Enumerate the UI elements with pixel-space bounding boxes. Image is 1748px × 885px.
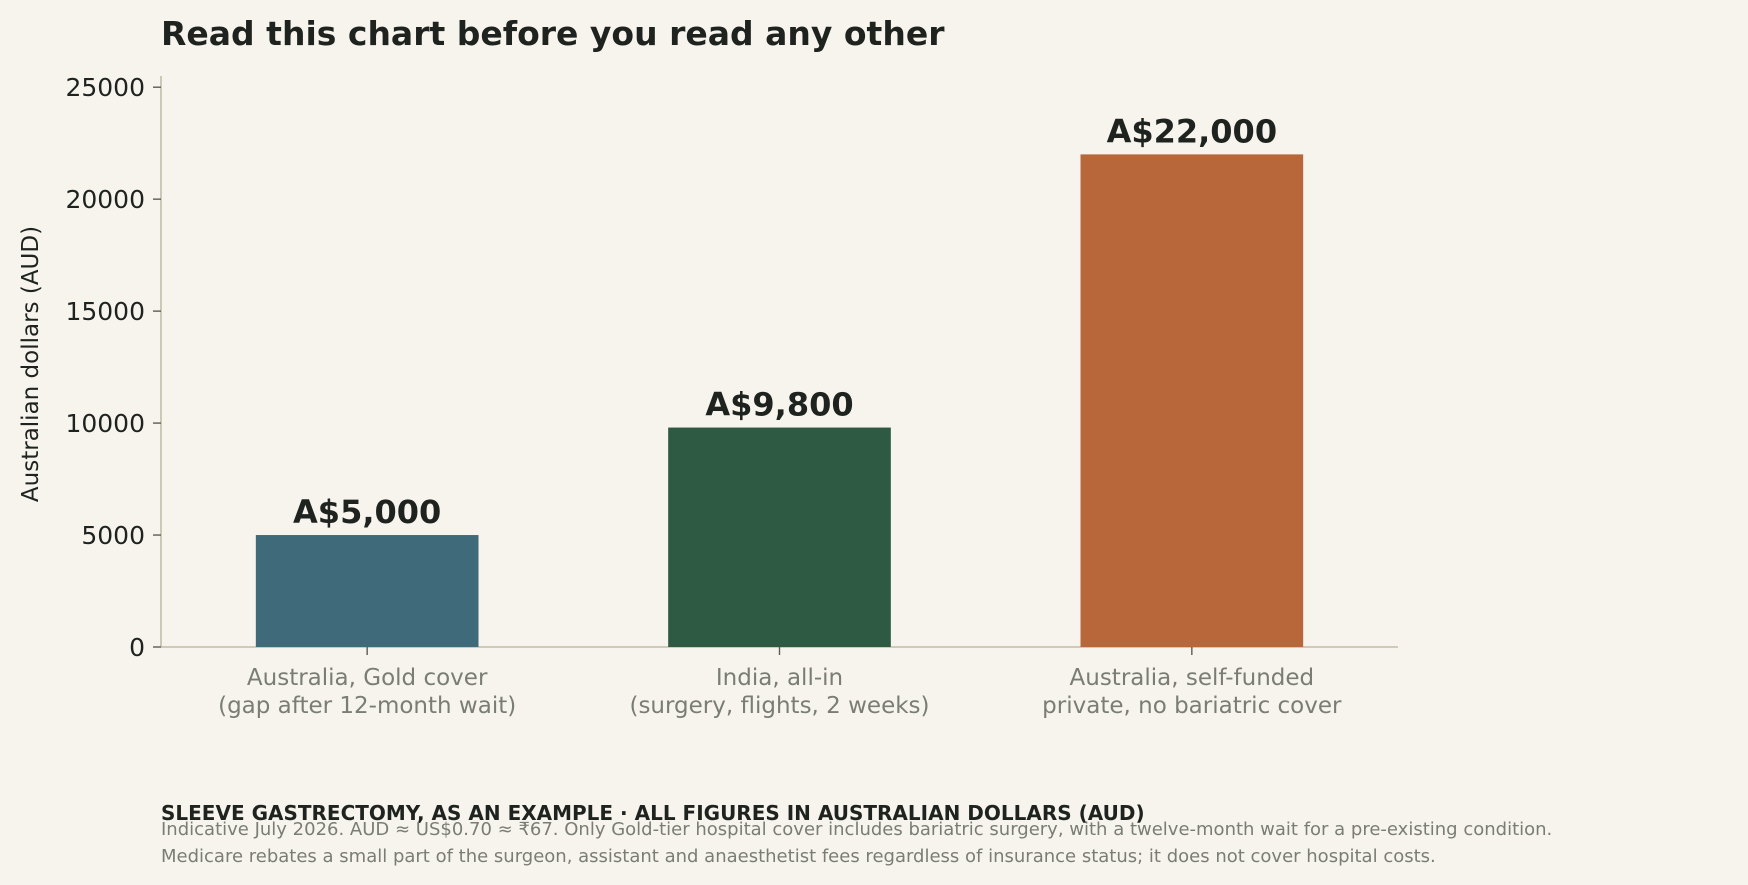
y-tick-label: 20000: [65, 185, 145, 214]
y-tick-label: 25000: [65, 73, 145, 102]
bar: [255, 535, 479, 647]
x-tick-label: (surgery, flights, 2 weeks): [629, 693, 929, 719]
y-axis-label: Australian dollars (AUD): [18, 226, 44, 502]
bar: [668, 427, 891, 647]
footer: SLEEVE GASTRECTOMY, AS AN EXAMPLE · ALL …: [161, 801, 1552, 867]
bar-value-label: A$9,800: [705, 386, 853, 424]
footer-note-1: Indicative July 2026. AUD ≈ US$0.70 ≈ ₹6…: [161, 819, 1552, 840]
chart-title: Read this chart before you read any othe…: [161, 14, 945, 53]
x-tick-label: India, all-in: [716, 665, 843, 691]
footer-note-2: Medicare rebates a small part of the sur…: [161, 846, 1436, 867]
x-tick-label: Australia, Gold cover: [247, 665, 488, 691]
bar-value-label: A$22,000: [1107, 112, 1278, 150]
bar: [1080, 154, 1304, 647]
bar-value-label: A$5,000: [293, 493, 441, 531]
footer-heading: SLEEVE GASTRECTOMY, AS AN EXAMPLE · ALL …: [161, 801, 1145, 825]
y-tick-label: 5000: [81, 521, 145, 550]
y-tick-label: 10000: [65, 409, 145, 438]
plot-area: 0 5000 10000 15000 20000 25000 A$5,000 Australi…: [65, 73, 1398, 719]
x-tick-label: Australia, self-funded: [1070, 665, 1315, 691]
x-tick-label: private, no bariatric cover: [1042, 693, 1342, 719]
y-tick-label: 0: [129, 633, 145, 662]
y-tick-label: 15000: [65, 297, 145, 326]
x-tick-label: (gap after 12-month wait): [218, 693, 516, 719]
